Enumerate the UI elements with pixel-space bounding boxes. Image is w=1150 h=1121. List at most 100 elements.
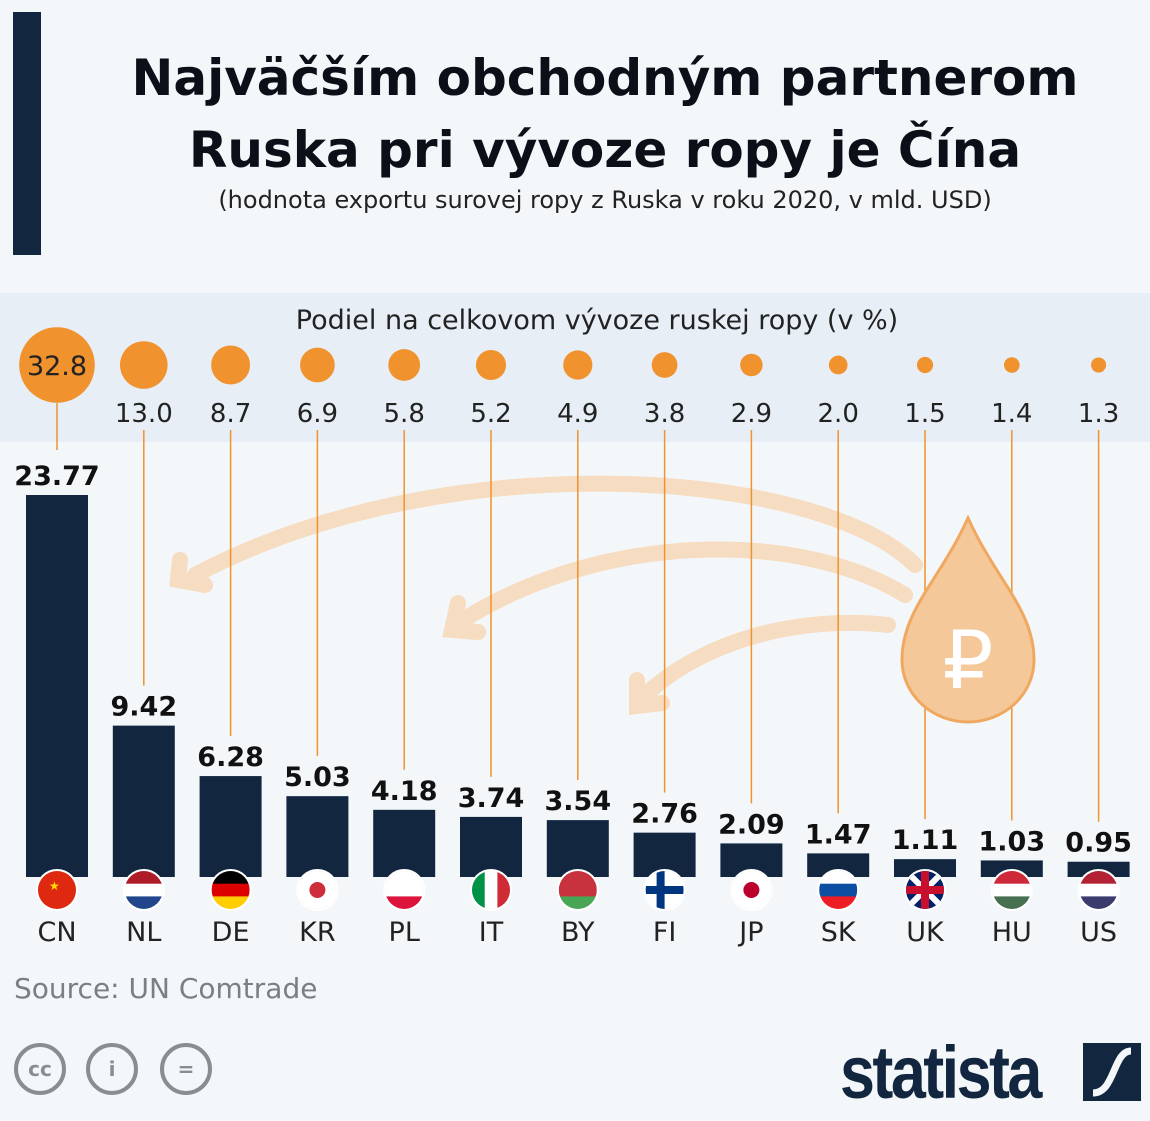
bar [460, 816, 522, 877]
bar-value-label: 0.95 [1065, 828, 1132, 859]
share-bubble [916, 356, 934, 374]
share-bubble [1091, 357, 1107, 373]
share-label: Podiel na celkovom vývoze ruskej ropy (v… [296, 305, 898, 336]
share-value-label: 8.7 [210, 399, 251, 429]
share-value-label: 13.0 [115, 399, 173, 429]
flag-stripe [124, 896, 163, 909]
flag-stripe [472, 871, 485, 909]
flag-stripe [38, 883, 76, 897]
flag-stripe [497, 871, 510, 909]
flag-stripe [1079, 896, 1118, 909]
flag-cross [656, 871, 665, 909]
share-value-label: 3.8 [644, 399, 685, 429]
arrowhead-cn [169, 552, 213, 593]
flag-disc [309, 882, 326, 898]
flag-stripe [484, 871, 498, 909]
category-label: SK [821, 917, 857, 948]
attribution-icon: i [86, 1043, 138, 1095]
share-value-label: 1.4 [991, 399, 1032, 429]
statista-logo: statista [840, 1031, 1042, 1114]
flag-stripe [211, 883, 250, 897]
bar-value-label: 5.03 [284, 762, 351, 793]
bar [894, 859, 956, 877]
category-label: NL [126, 917, 161, 948]
category-label: UK [906, 917, 945, 948]
category-label: US [1080, 917, 1117, 948]
flag-jp [732, 871, 771, 909]
flag-star: ★ [49, 879, 60, 893]
share-bubble [211, 345, 251, 385]
flag-by [558, 871, 597, 909]
flag-stripe [385, 871, 424, 884]
flag-cn: ★ [38, 871, 76, 909]
bar-value-label: 2.09 [718, 809, 785, 840]
flag-stripe [558, 871, 597, 884]
chart-subtitle: (hodnota exportu surovej ropy z Ruska v … [218, 186, 992, 214]
statista-logo-mark [1083, 1043, 1141, 1101]
share-bubble [651, 352, 678, 378]
flag-stripe [298, 896, 337, 909]
drop-shape [900, 514, 1036, 724]
flag-stripe [992, 871, 1031, 884]
share-value-label: 4.9 [557, 399, 598, 429]
arrow-to-fi [632, 614, 896, 708]
flag-stripe [1079, 883, 1118, 897]
share-value-label: 1.5 [904, 399, 945, 429]
bar-value-label: 9.42 [110, 692, 177, 723]
share-value-label: 2.9 [731, 399, 772, 429]
share-value-label: 5.8 [384, 399, 425, 429]
share-value-label: 5.2 [470, 399, 511, 429]
bar [546, 820, 609, 877]
bar-value-label: 3.74 [458, 783, 525, 814]
bar-value-label: 1.03 [978, 826, 1045, 857]
share-value-label: 32.8 [27, 351, 87, 382]
category-label: FI [653, 917, 677, 948]
category-label: PL [389, 917, 420, 948]
flag-stripe [992, 896, 1031, 909]
flag-stripe [38, 871, 76, 884]
flag-hu [992, 871, 1031, 909]
bar-value-label: 1.11 [892, 825, 959, 856]
share-value-label: 2.0 [818, 399, 859, 429]
flag-stripe [819, 883, 858, 897]
bar [807, 853, 870, 877]
category-label: IT [479, 917, 504, 948]
ruble-symbol: ₽ [943, 614, 994, 707]
bar [373, 809, 436, 877]
share-bubble [828, 355, 848, 375]
flag-us [1079, 871, 1118, 909]
title-accent-bar [13, 12, 41, 255]
flag-kr [298, 871, 337, 909]
bar-value-label: 4.18 [371, 776, 438, 807]
share-bubble [475, 349, 507, 381]
share-bubble [388, 349, 421, 381]
share-bubble [19, 327, 95, 403]
ruble-drop-icon: ₽ [900, 514, 1036, 724]
category-label: KR [299, 917, 335, 948]
flag-stripe [211, 871, 250, 884]
bar [286, 796, 349, 877]
bar [199, 776, 262, 877]
bar [112, 725, 175, 877]
bar [26, 495, 88, 877]
flag-stripe [38, 896, 76, 909]
chart-title: Najväčším obchodným partnerom Ruska pri … [131, 49, 1079, 179]
bar-value-label: 1.47 [805, 819, 872, 850]
category-label: BY [561, 917, 595, 948]
share-value-label: 6.9 [297, 399, 338, 429]
share-bubble [740, 353, 763, 377]
flag-stripe [124, 883, 163, 897]
share-bubble [120, 341, 168, 389]
category-label: JP [737, 917, 763, 948]
category-label: HU [992, 917, 1032, 948]
flow-arrows [169, 475, 923, 716]
flag-de [211, 871, 250, 909]
bar-value-label: 2.76 [631, 799, 698, 830]
flag-stripe [124, 871, 163, 884]
flag-uk [906, 871, 944, 909]
source-note: Source: UN Comtrade [14, 972, 318, 1005]
flag-it [472, 871, 510, 909]
flag-disc [743, 882, 760, 898]
